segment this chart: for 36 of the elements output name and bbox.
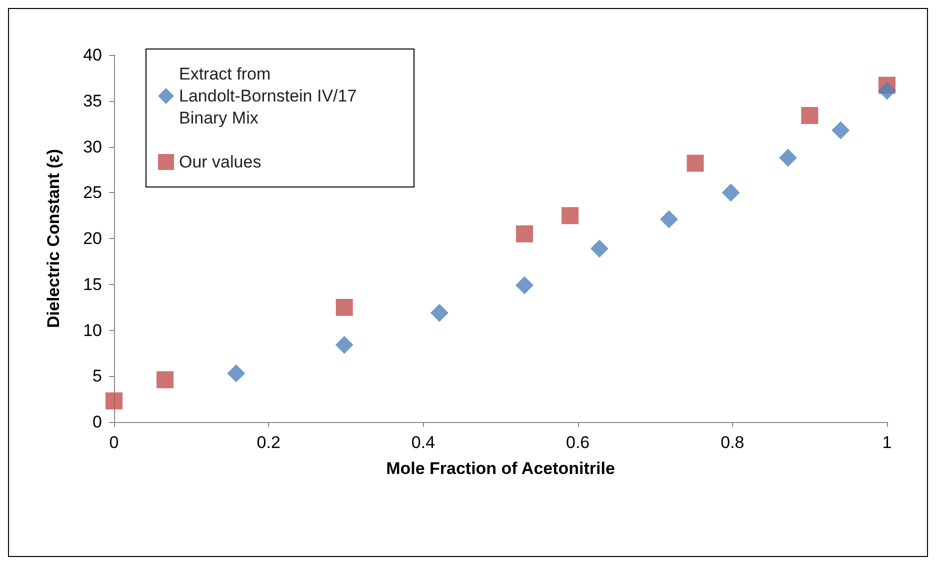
y-tick-label: 25 — [83, 183, 102, 202]
x-tick-label: 0.8 — [720, 433, 744, 452]
point — [515, 276, 534, 294]
point — [335, 336, 354, 354]
point — [660, 210, 678, 228]
y-tick-label: 10 — [83, 320, 102, 340]
legend-label: Extract from Landolt-Bornstein IV/17 Binary Mix — [179, 64, 362, 128]
x-tick-label: 0.4 — [411, 433, 436, 452]
y-tick-label: 15 — [83, 274, 102, 294]
point — [686, 154, 704, 172]
point — [430, 304, 448, 322]
point — [336, 298, 353, 316]
y-tick-label: 35 — [83, 91, 102, 110]
x-tick-label: 0 — [109, 433, 119, 452]
legend-label: Our values — [179, 152, 262, 172]
y-tick-label: 40 — [83, 46, 102, 64]
point — [562, 207, 579, 224]
point — [878, 82, 896, 100]
x-tick-label: 0.2 — [256, 433, 280, 452]
point — [156, 371, 174, 388]
point — [722, 184, 740, 202]
y-tick-label: 30 — [83, 137, 102, 156]
y-tick-label: 20 — [83, 229, 102, 248]
x-axis-title: Mole Fraction of Acetonitrile — [386, 459, 615, 478]
point — [106, 392, 122, 410]
point — [779, 148, 798, 167]
point — [590, 240, 608, 258]
y-axis-title: Dielectric Constant (ε) — [44, 148, 63, 328]
point — [832, 121, 850, 140]
point — [801, 107, 818, 124]
point — [227, 364, 246, 382]
point — [516, 225, 533, 242]
y-tick-label: 0 — [92, 412, 102, 432]
x-tick-label: 1 — [882, 433, 892, 452]
x-tick-label: 0.6 — [566, 433, 590, 452]
y-tick-label: 5 — [92, 366, 102, 386]
